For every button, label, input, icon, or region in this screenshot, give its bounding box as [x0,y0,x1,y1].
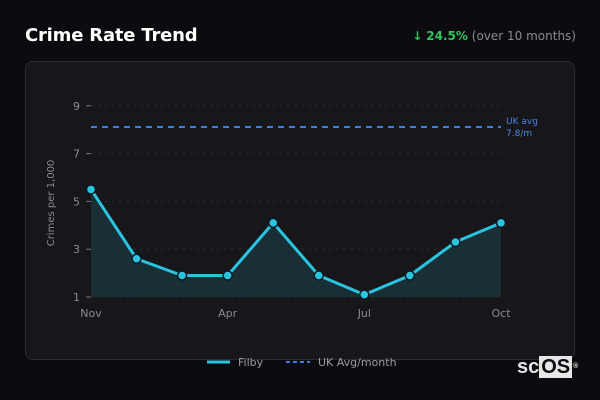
logo-text: sc [517,356,540,378]
filby-area [91,189,501,297]
page-title: Crime Rate Trend [25,25,198,46]
data-point-marker[interactable] [450,236,461,248]
data-point-marker[interactable] [313,270,325,281]
legend-uk-avg-label[interactable]: UK Avg/month [318,356,397,369]
filby-data-points [85,184,507,300]
data-point-marker[interactable] [176,270,188,281]
y-axis-ticks: 1 3 5 7 9 [73,100,91,304]
data-point-marker[interactable] [267,217,279,229]
legend-filby-label[interactable]: Filby [238,356,264,369]
trend-note: (over 10 months) [471,29,576,43]
x-tick-label: Apr [218,307,238,320]
trend-down-arrow-icon: ↓ [412,29,423,43]
data-point-marker[interactable] [495,217,507,229]
scos-logo: sc OS ® [517,356,579,378]
x-tick-label: Jul [357,307,371,320]
x-tick-label: Oct [491,307,511,320]
filby-line [89,188,502,297]
data-point-marker[interactable] [131,253,142,265]
data-point-marker[interactable] [359,289,370,300]
y-axis-label: Crimes per 1,000 [46,160,57,247]
legend: Filby UK Avg/month [207,356,397,369]
data-point-marker[interactable] [404,270,416,281]
y-tick-label: 1 [73,291,80,304]
logo-text-highlight: OS [539,356,573,378]
x-axis-ticks: Nov Apr Jul Oct [80,307,511,320]
trend-value: 24.5% [426,29,468,43]
data-point-marker[interactable] [85,184,97,195]
uk-avg-value-label: 7.8/m [506,129,532,139]
x-tick-label: Nov [80,307,102,320]
y-tick-label: 9 [73,100,80,113]
y-tick-label: 3 [73,243,80,256]
registered-mark: ® [573,363,579,370]
chart-card [25,61,575,360]
y-tick-label: 5 [73,195,80,208]
data-point-marker[interactable] [222,270,233,281]
uk-avg-label: UK avg [506,117,538,127]
y-tick-label: 7 [73,148,80,161]
trend-summary: ↓ 24.5% (over 10 months) [412,29,576,43]
